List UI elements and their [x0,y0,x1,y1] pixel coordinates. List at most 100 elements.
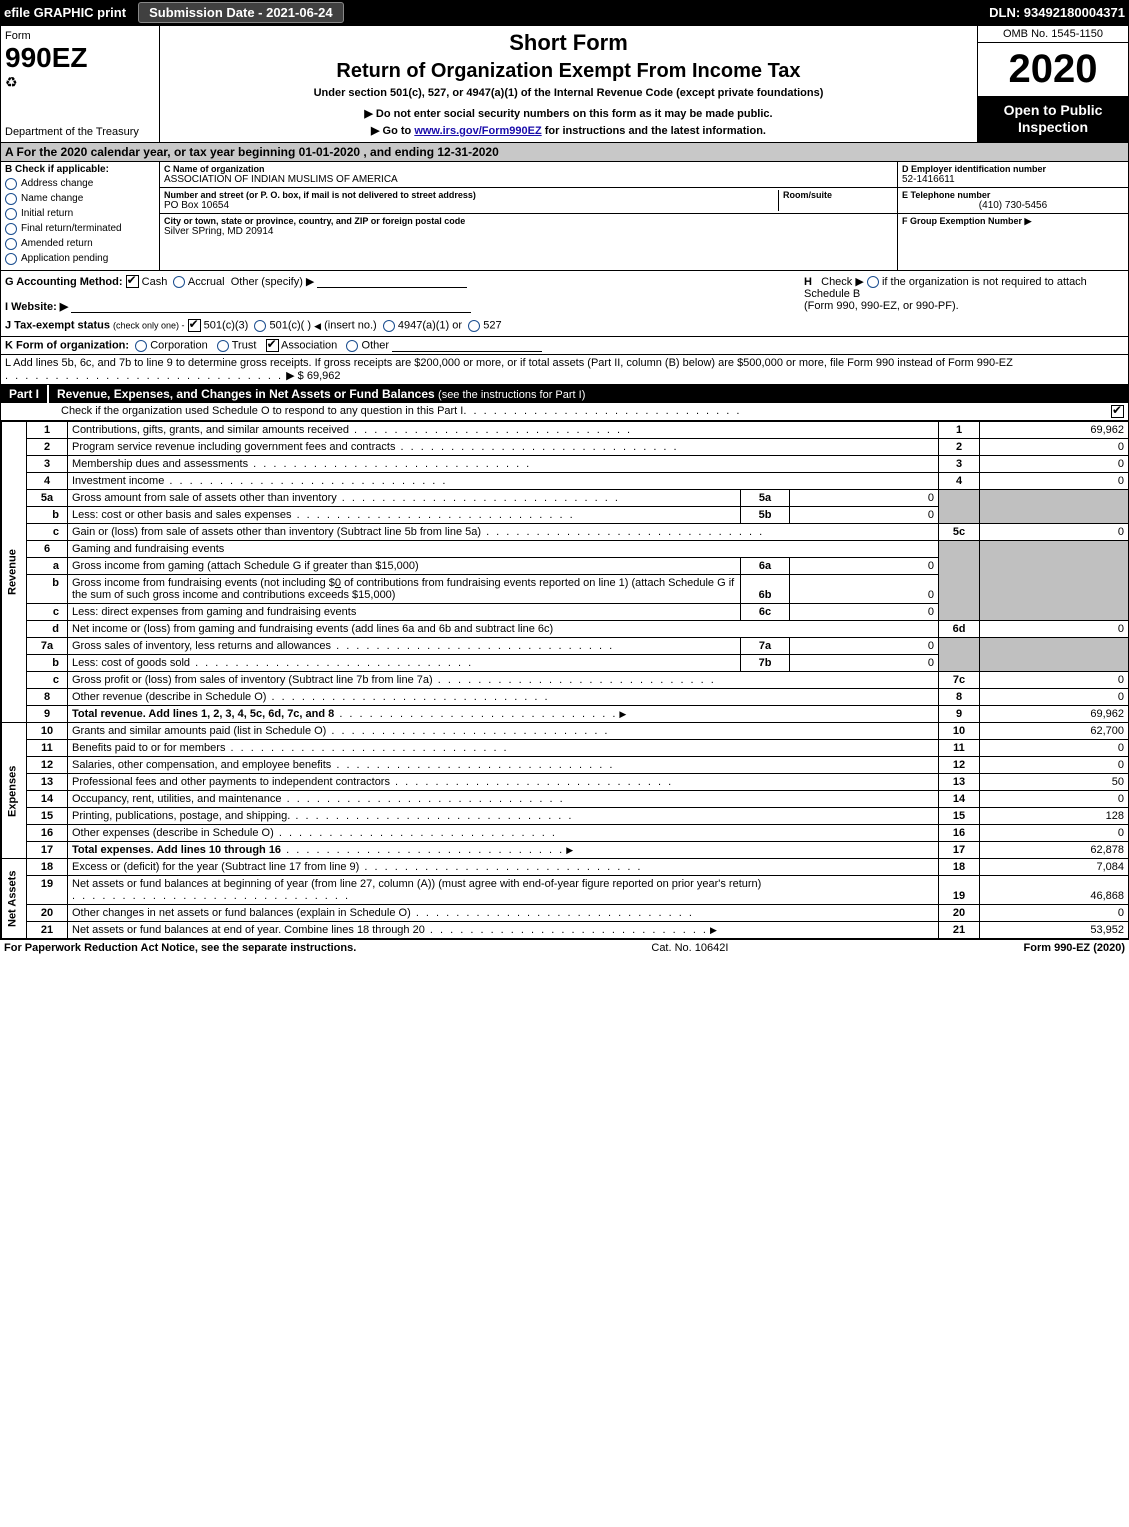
line-3-val: 0 [980,456,1129,473]
other-org-input[interactable] [392,339,542,352]
circle-icon [5,238,17,250]
page-footer: For Paperwork Reduction Act Notice, see … [0,940,1129,956]
website-input[interactable] [71,300,471,313]
radio-527[interactable] [468,320,480,332]
section-b: B Check if applicable: Address change Na… [1,162,160,270]
line-8-val: 0 [980,689,1129,706]
submission-date-button[interactable]: Submission Date - 2021-06-24 [138,2,344,23]
line-16-desc: Other expenses (describe in Schedule O) [72,827,274,839]
short-form-title: Short Form [168,30,969,56]
footer-cat-no: Cat. No. 10642I [356,942,1023,954]
line-13-desc: Professional fees and other payments to … [72,776,390,788]
checkbox-association[interactable] [266,339,279,352]
section-ghi: G Accounting Method: Cash Accrual Other … [1,271,1128,338]
line-6b-num: b [27,575,68,604]
line-14-desc: Occupancy, rent, utilities, and maintena… [72,793,282,805]
line-7c-val: 0 [980,672,1129,689]
line-6b-desc: Gross income from fundraising events (no… [68,575,741,604]
line-17-val: 62,878 [980,842,1129,859]
line-3-desc: Membership dues and assessments [72,458,248,470]
line-18-num: 18 [27,859,68,876]
open-to-public: Open to Public Inspection [978,96,1128,142]
checkbox-amended-return[interactable]: Amended return [5,238,155,250]
omb-number: OMB No. 1545-1150 [978,26,1128,43]
checkbox-address-change[interactable]: Address change [5,178,155,190]
checkbox-final-return[interactable]: Final return/terminated [5,223,155,235]
checkbox-schedule-o[interactable] [1111,405,1124,418]
radio-accrual[interactable] [173,276,185,288]
other-method-input[interactable] [317,275,467,288]
phone-label: E Telephone number [902,190,1124,200]
irs-link[interactable]: www.irs.gov/Form990EZ [414,125,541,137]
line-6b-subval: 0 [790,575,939,604]
radio-corporation[interactable] [135,340,147,352]
checkbox-name-change[interactable]: Name change [5,193,155,205]
line-6a-subval: 0 [790,558,939,575]
line-20-num: 20 [27,905,68,922]
line-2-val: 0 [980,439,1129,456]
line-7b-num: b [27,655,68,672]
line-15-desc: Printing, publications, postage, and shi… [72,810,290,822]
radio-trust[interactable] [217,340,229,352]
line-6c-desc: Less: direct expenses from gaming and fu… [72,606,356,618]
checkbox-initial-return[interactable]: Initial return [5,208,155,220]
footer-left: For Paperwork Reduction Act Notice, see … [4,942,356,954]
line-18-box: 18 [939,859,980,876]
arrow-icon [564,844,575,856]
line-6d-val: 0 [980,621,1129,638]
radio-schedule-b[interactable] [867,276,879,288]
line-7b-sub: 7b [741,655,790,672]
line-7c-num: c [27,672,68,689]
line-5a-desc: Gross amount from sale of assets other t… [72,492,337,504]
line-8-box: 8 [939,689,980,706]
part-1-label: Part I [1,385,49,403]
checkbox-501c3[interactable] [188,319,201,332]
line-7a-subval: 0 [790,638,939,655]
line-17-box: 17 [939,842,980,859]
line-11-desc: Benefits paid to or for members [72,742,225,754]
line-i: I Website: ▶ [5,300,796,313]
group-exemption-label: F Group Exemption Number ▶ [902,216,1031,226]
line-l: L Add lines 5b, 6c, and 7b to line 9 to … [1,355,1128,385]
l-arrow: ▶ $ [286,370,304,382]
form-word: Form [5,30,155,42]
checkbox-application-pending[interactable]: Application pending [5,253,155,265]
line-15-val: 128 [980,808,1129,825]
line-7c-box: 7c [939,672,980,689]
section-c: C Name of organization ASSOCIATION OF IN… [160,162,898,270]
line-5b-num: b [27,507,68,524]
line-18-desc: Excess or (deficit) for the year (Subtra… [72,861,359,873]
top-bar: efile GRAPHIC print Submission Date - 20… [0,0,1129,25]
line-19-num: 19 [27,876,68,905]
circle-icon [5,253,17,265]
line-21-desc: Net assets or fund balances at end of ye… [72,924,425,936]
form-990ez-container: Form 990EZ ♻ Department of the Treasury … [0,25,1129,940]
line-14-val: 0 [980,791,1129,808]
line-6c-num: c [27,604,68,621]
line-k: K Form of organization: Corporation Trus… [1,337,1128,355]
schedule-o-check-row: Check if the organization used Schedule … [1,403,1128,421]
line-16-val: 0 [980,825,1129,842]
radio-other-org[interactable] [346,340,358,352]
line-12-val: 0 [980,757,1129,774]
line-6d-desc: Net income or (loss) from gaming and fun… [72,623,553,635]
line-6a-sub: 6a [741,558,790,575]
radio-501c[interactable] [254,320,266,332]
org-info-grid: B Check if applicable: Address change Na… [1,162,1128,271]
org-name: ASSOCIATION OF INDIAN MUSLIMS OF AMERICA [164,174,893,185]
line-1-num: 1 [27,422,68,439]
line-6a-desc: Gross income from gaming (attach Schedul… [72,560,419,572]
dln-label: DLN: 93492180004371 [989,5,1125,20]
line-6-num: 6 [27,541,68,558]
line-14-box: 14 [939,791,980,808]
part-1-title: Revenue, Expenses, and Changes in Net As… [49,385,1128,403]
dots [463,405,1111,418]
radio-4947[interactable] [383,320,395,332]
line-13-num: 13 [27,774,68,791]
ssn-warning: ▶ Do not enter social security numbers o… [168,107,969,120]
circle-icon [5,208,17,220]
checkbox-cash[interactable] [126,275,139,288]
line-5b-sub: 5b [741,507,790,524]
k-label: K Form of organization: [5,340,129,352]
org-name-label: C Name of organization [164,164,893,174]
